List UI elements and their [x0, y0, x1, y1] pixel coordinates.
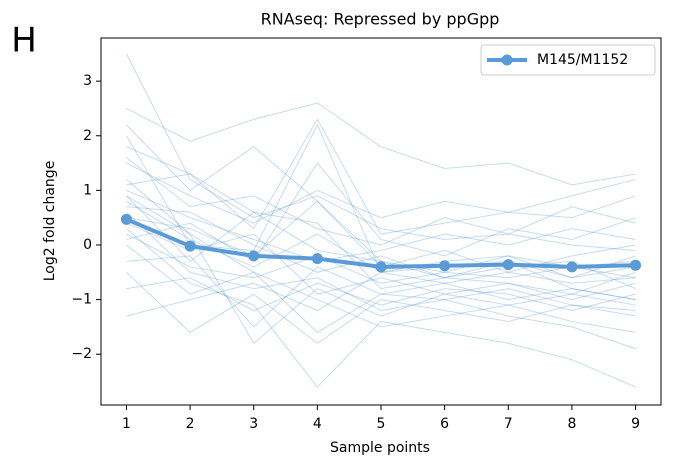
- x-tick-label: 8: [567, 416, 576, 432]
- y-tick-label: 3: [83, 73, 92, 89]
- x-tick-label: 1: [122, 416, 131, 432]
- background-line: [126, 244, 636, 333]
- data-point: [120, 213, 132, 225]
- background-line: [126, 157, 636, 246]
- x-tick-label: 9: [631, 416, 640, 432]
- background-line: [126, 233, 636, 284]
- y-tick-label: −1: [71, 292, 92, 308]
- x-tick-label: 3: [249, 416, 258, 432]
- background-line: [126, 211, 636, 350]
- data-point: [502, 259, 514, 271]
- data-point: [375, 261, 387, 273]
- background-line: [126, 162, 636, 224]
- y-tick-label: 0: [83, 237, 92, 253]
- legend-label: M145/M1152: [537, 52, 628, 68]
- x-tick-label: 2: [186, 416, 195, 432]
- y-tick-label: −2: [71, 346, 92, 362]
- background-line: [126, 206, 636, 290]
- y-tick-label: 1: [83, 182, 92, 198]
- background-line: [126, 162, 636, 263]
- x-tick-label: 4: [313, 416, 322, 432]
- y-axis-label: Log2 fold change: [42, 161, 58, 282]
- data-point: [311, 253, 323, 265]
- chart-title: RNAseq: Repressed by ppGpp: [261, 10, 500, 29]
- background-line: [126, 195, 636, 345]
- background-line: [126, 277, 636, 312]
- background-line: [126, 53, 636, 251]
- x-tick-label: 7: [504, 416, 513, 432]
- x-tick-label: 6: [440, 416, 449, 432]
- background-line: [126, 118, 636, 235]
- plot-frame: [100, 37, 662, 406]
- background-line: [126, 222, 636, 301]
- data-point: [184, 240, 196, 252]
- legend-marker: [501, 54, 513, 66]
- legend-box: [480, 44, 656, 76]
- data-point: [439, 260, 451, 272]
- x-tick-label: 5: [377, 416, 386, 432]
- background-line: [126, 255, 636, 328]
- background-line: [126, 179, 636, 333]
- x-axis-label: Sample points: [330, 440, 430, 456]
- background-line: [126, 102, 636, 186]
- background-line: [126, 228, 636, 388]
- data-point: [248, 250, 260, 262]
- panel-label: H: [11, 21, 37, 61]
- data-point: [630, 259, 642, 271]
- data-point: [566, 261, 578, 273]
- y-tick-label: 2: [83, 128, 92, 144]
- background-line: [126, 189, 636, 262]
- background-line: [126, 195, 636, 295]
- background-line: [126, 271, 636, 344]
